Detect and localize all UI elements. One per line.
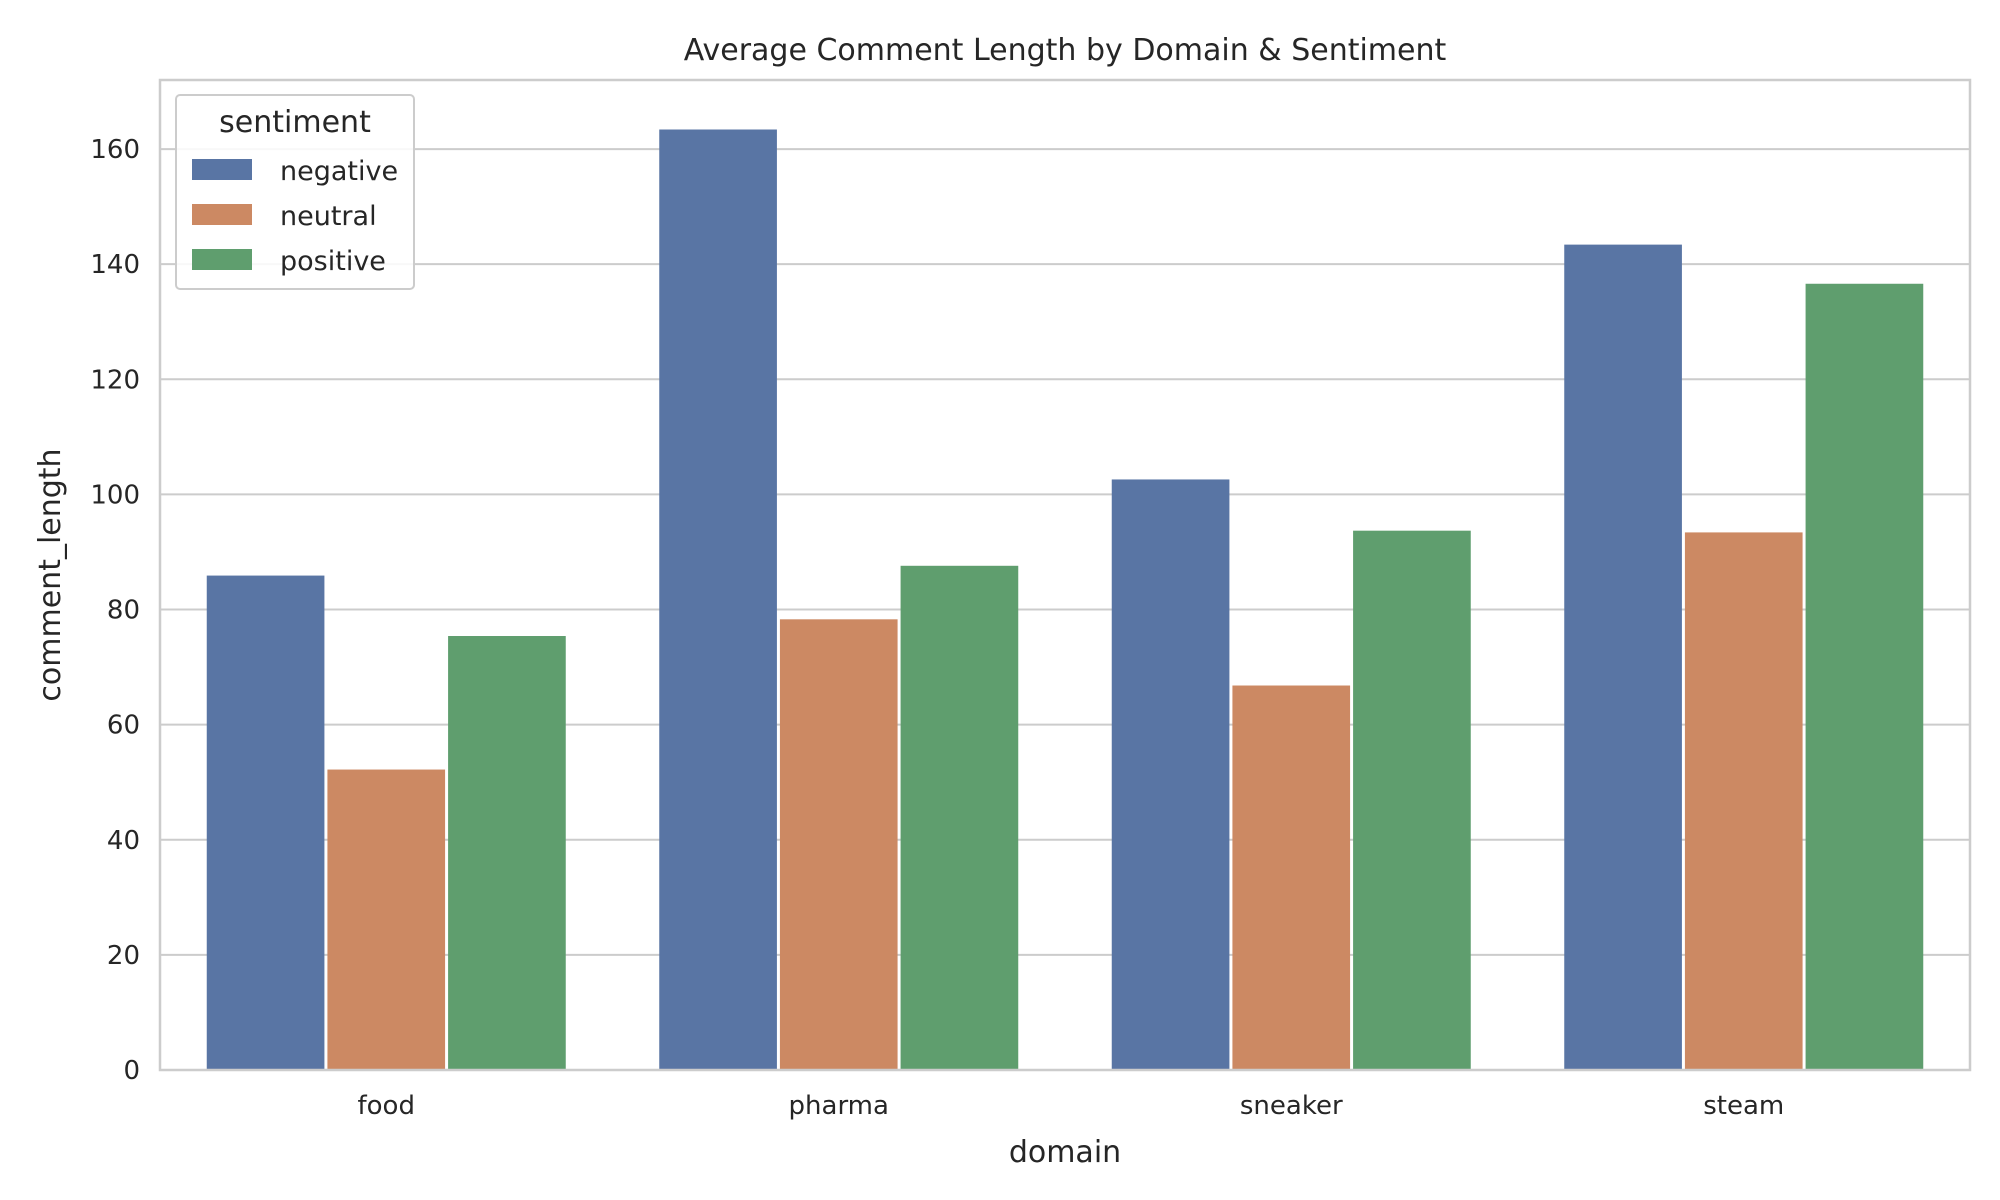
legend-label-positive: positive (280, 246, 386, 277)
bar-pharma-negative (659, 129, 777, 1070)
bar-sneaker-positive (1353, 530, 1471, 1070)
x-axis-title: domain (1009, 1135, 1121, 1170)
legend-label-negative: negative (280, 156, 398, 187)
legend-swatch-negative (192, 159, 252, 180)
y-tick-label: 60 (107, 711, 140, 741)
y-tick-label: 80 (107, 596, 140, 626)
x-tick-label-pharma: pharma (789, 1091, 889, 1121)
bar-sneaker-neutral (1232, 685, 1351, 1070)
bar-food-negative (206, 575, 325, 1070)
x-tick-label-food: food (358, 1091, 415, 1121)
bar-pharma-neutral (779, 619, 898, 1070)
chart-title: Average Comment Length by Domain & Senti… (684, 33, 1447, 68)
y-tick-label: 140 (90, 250, 140, 280)
bar-food-neutral (327, 769, 446, 1070)
y-axis-ticks: 0 20 40 60 80 100 120 140 160 (90, 135, 140, 1086)
bar-steam-neutral (1684, 532, 1803, 1070)
x-tick-label-steam: steam (1703, 1091, 1784, 1121)
plot-frame (158, 78, 1972, 1072)
bar-steam-negative (1564, 244, 1682, 1070)
legend-title: sentiment (219, 105, 371, 140)
y-tick-label: 0 (123, 1056, 140, 1086)
x-tick-label-sneaker: sneaker (1240, 1091, 1343, 1121)
legend-swatch-neutral (192, 204, 252, 225)
y-tick-label: 100 (90, 480, 140, 510)
bars (206, 129, 1924, 1070)
legend-swatch-positive (192, 249, 252, 270)
legend-items: negative neutral positive (192, 156, 398, 277)
x-axis-ticks: food pharma sneaker steam (358, 1091, 1785, 1121)
bar-steam-positive (1805, 283, 1924, 1070)
y-axis-title: comment_length (33, 448, 68, 701)
y-tick-label: 120 (90, 365, 140, 395)
bar-sneaker-negative (1111, 479, 1230, 1070)
legend-frame (175, 94, 415, 290)
legend-label-neutral: neutral (280, 201, 377, 232)
y-tick-label: 40 (107, 826, 140, 856)
legend: sentiment negative neutral positive (175, 94, 415, 290)
bar-food-positive (448, 636, 566, 1070)
bar-pharma-positive (900, 565, 1019, 1070)
y-tick-label: 20 (107, 941, 140, 971)
y-tick-label: 160 (90, 135, 140, 165)
